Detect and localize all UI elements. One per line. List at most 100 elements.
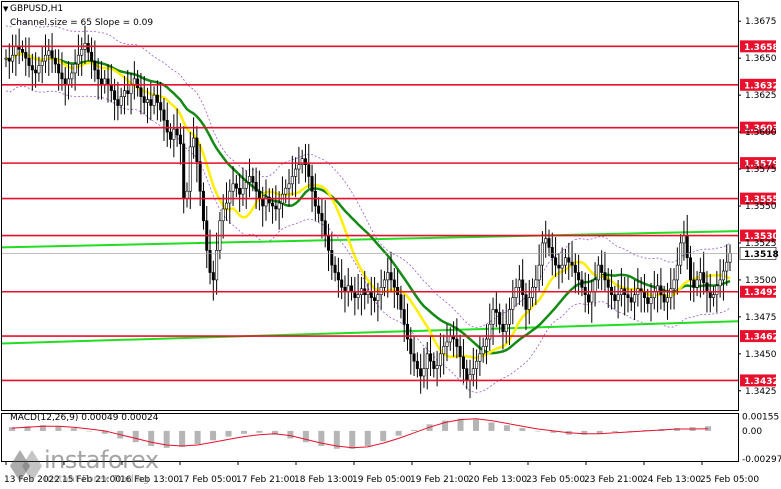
candle xyxy=(155,80,159,121)
candle xyxy=(333,256,337,282)
level-tag xyxy=(740,374,776,387)
level-tag xyxy=(740,330,776,343)
macd-label: MACD(12,26,9) 0.00049 0.00024 xyxy=(10,413,159,423)
channel-lower-line xyxy=(1,320,739,345)
macd-histogram-bar xyxy=(86,430,93,432)
macd-histogram-bar xyxy=(550,430,557,433)
candle xyxy=(438,333,442,378)
candle xyxy=(274,185,278,221)
candle xyxy=(224,182,228,221)
candle xyxy=(80,37,84,76)
macd-histogram-bar xyxy=(225,430,232,437)
level-tag-label: 1.3658 xyxy=(744,43,779,53)
candle xyxy=(491,297,495,345)
candle xyxy=(142,75,146,115)
candle xyxy=(534,265,538,306)
candle xyxy=(238,173,242,212)
candle xyxy=(267,188,271,212)
candle xyxy=(445,324,449,362)
macd-histogram-bar xyxy=(534,430,541,432)
candle xyxy=(116,81,120,121)
x-tick-label: 19 Feb 05:00 xyxy=(352,475,411,485)
candle xyxy=(557,253,561,289)
macd-histogram-bar xyxy=(596,430,603,434)
candle xyxy=(725,244,729,286)
candle xyxy=(76,34,80,76)
y-tick-label: 1.3475 xyxy=(745,313,777,323)
macd-histogram-bar xyxy=(101,430,108,434)
candle xyxy=(195,126,199,183)
candle xyxy=(409,327,413,375)
candle xyxy=(577,254,581,295)
macd-histogram-bar xyxy=(24,426,31,431)
candle xyxy=(429,336,433,376)
macd-histogram-bar xyxy=(627,430,634,432)
candle xyxy=(93,40,97,82)
candle xyxy=(73,49,77,91)
slow-ma-line xyxy=(5,52,731,355)
candle xyxy=(540,231,544,286)
candle xyxy=(527,279,531,325)
candle xyxy=(596,256,600,289)
level-tag-label: 1.3555 xyxy=(744,195,779,205)
macd-y-tick-label: 0.00 xyxy=(742,427,762,437)
envelope-upper xyxy=(5,20,731,328)
candle xyxy=(37,56,41,82)
candle xyxy=(201,182,205,230)
candle xyxy=(521,259,525,307)
macd-histogram-bar xyxy=(349,430,356,449)
candle xyxy=(511,279,515,325)
candle xyxy=(501,309,505,350)
macd-y-tick-label: -0.00297 xyxy=(742,455,781,465)
current-price-tag xyxy=(739,247,777,260)
candle xyxy=(376,282,380,322)
candle xyxy=(277,191,281,230)
macd-signal-line xyxy=(11,418,709,449)
candle xyxy=(162,98,166,141)
macd-histogram-bar xyxy=(39,425,46,431)
candle xyxy=(600,250,604,291)
macd-histogram-bar xyxy=(333,430,340,449)
level-tag xyxy=(740,157,776,170)
candle xyxy=(498,303,502,334)
candle xyxy=(554,237,558,277)
candle xyxy=(675,247,679,295)
candle xyxy=(228,179,232,224)
candle xyxy=(712,285,716,307)
macd-histogram-bar xyxy=(55,426,62,431)
candle xyxy=(172,114,176,158)
y-tick-label: 1.3450 xyxy=(745,350,777,360)
candle xyxy=(665,282,669,320)
macd-histogram-bar xyxy=(581,430,588,435)
candle xyxy=(442,334,446,375)
symbol-label: GBPUSD,H1 xyxy=(10,4,63,14)
x-tick-label: 13 Feb 2022 xyxy=(4,475,60,485)
candle xyxy=(146,87,150,124)
candle xyxy=(702,251,706,295)
candle xyxy=(659,268,663,310)
level-tag xyxy=(740,78,776,91)
watermark-name: instaforex xyxy=(44,446,159,474)
candle xyxy=(524,282,528,331)
candle xyxy=(90,37,94,79)
candle xyxy=(96,58,100,100)
macd-histogram-bar xyxy=(163,430,170,448)
candle xyxy=(633,279,637,320)
x-tick-label: 16 Feb 13:00 xyxy=(120,475,179,485)
candle xyxy=(488,303,492,351)
candle xyxy=(537,244,541,292)
candle xyxy=(215,232,219,295)
candle xyxy=(178,123,182,165)
candle xyxy=(649,282,653,322)
macd-histogram-bar xyxy=(287,430,294,439)
candle xyxy=(320,198,324,239)
candle xyxy=(458,334,462,378)
y-tick-label: 1.3425 xyxy=(745,387,777,397)
macd-histogram-bar xyxy=(457,418,464,431)
macd-histogram-bar xyxy=(411,429,418,431)
candle xyxy=(24,37,28,76)
macd-histogram-bar xyxy=(256,430,263,433)
candle xyxy=(159,81,163,122)
candle xyxy=(192,117,196,159)
